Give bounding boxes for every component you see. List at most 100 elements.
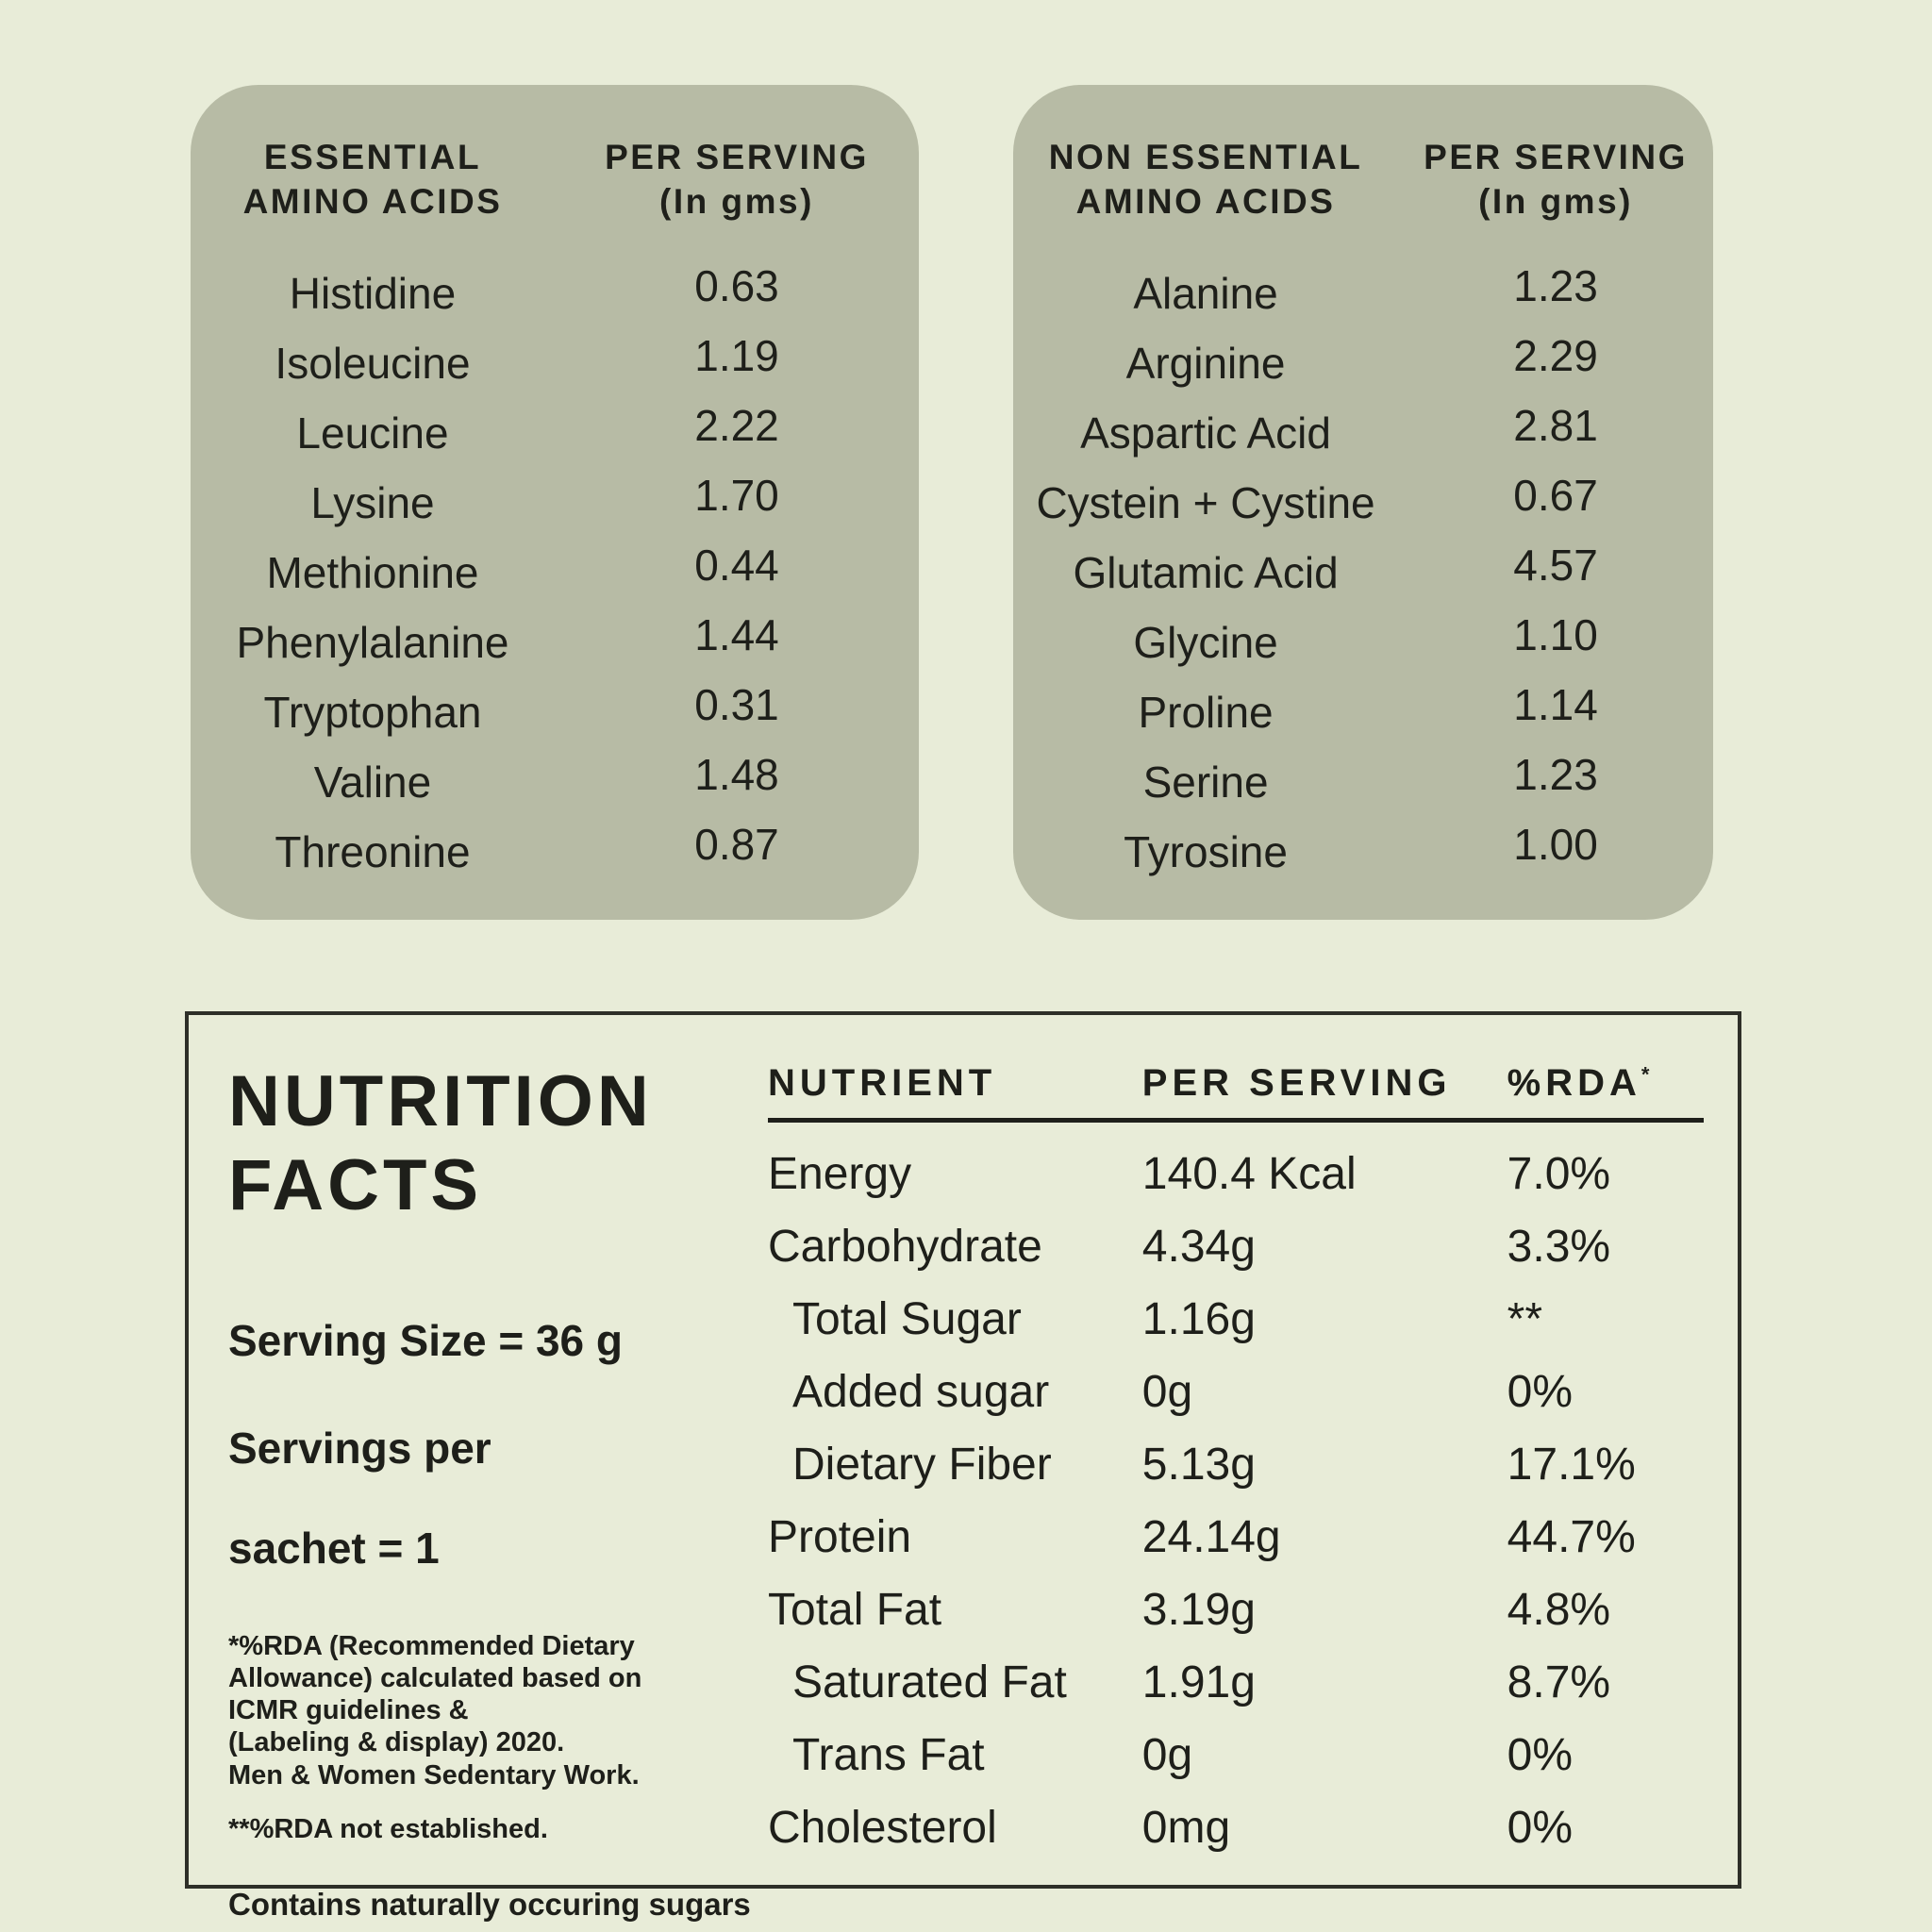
- nutrition-facts-summary: NUTRITION FACTS Serving Size = 36 g Serv…: [189, 1015, 755, 1922]
- amino-acid-row: Isoleucine 1.19: [191, 328, 919, 398]
- nutrient-name: Energy: [768, 1149, 912, 1199]
- nutrient-row: Saturated Fat 1.91g 8.7%: [768, 1646, 1704, 1719]
- nutrient-amount: 1.91g: [1141, 1657, 1256, 1707]
- amino-acid-value: 1.10: [1513, 609, 1598, 659]
- non-essential-panel-title: NON ESSENTIAL AMINO ACIDS: [1013, 136, 1398, 225]
- title-line: NUTRITION: [228, 1061, 653, 1141]
- per-serving-line: PER SERVING: [605, 138, 869, 176]
- col-header-per-serving: PER SERVING: [1141, 1062, 1452, 1104]
- amino-acid-value: 1.23: [1513, 260, 1598, 310]
- nutrient-amount: 24.14g: [1141, 1512, 1281, 1562]
- amino-acid-name: Leucine: [296, 408, 449, 458]
- servings-per-sachet-text: sachet = 1: [228, 1523, 440, 1573]
- amino-acid-name: Aspartic Acid: [1080, 408, 1331, 458]
- amino-acid-row: Alanine 1.23: [1013, 258, 1713, 328]
- amino-acid-name: Serine: [1142, 757, 1269, 807]
- nutrient-row: Total Sugar 1.16g **: [768, 1283, 1704, 1356]
- nutrient-rows: Energy 140.4 Kcal 7.0% Carbohydrate 4.34…: [768, 1138, 1704, 1864]
- amino-acid-row: Arginine 2.29: [1013, 328, 1713, 398]
- nutrient-row: Trans Fat 0g 0%: [768, 1719, 1704, 1791]
- amino-acid-name: Tryptophan: [263, 687, 482, 737]
- amino-acid-name: Proline: [1138, 687, 1274, 737]
- non-essential-panel-header: NON ESSENTIAL AMINO ACIDS PER SERVING (I…: [1013, 136, 1713, 225]
- amino-acid-row: Tryptophan 0.31: [191, 677, 919, 747]
- nutrient-amount: 3.19g: [1141, 1585, 1256, 1635]
- panel-title-line: AMINO ACIDS: [1075, 181, 1336, 221]
- amino-acid-value: 1.23: [1513, 749, 1598, 799]
- nutrient-row: Carbohydrate 4.34g 3.3%: [768, 1210, 1704, 1283]
- nutrient-amount: 0mg: [1141, 1803, 1231, 1853]
- nutrient-rda: 7.0%: [1507, 1149, 1611, 1199]
- rda-label: %RDA: [1507, 1062, 1641, 1104]
- amino-acid-name: Alanine: [1133, 268, 1278, 318]
- amino-acid-value: 0.44: [694, 540, 779, 590]
- nutrient-amount: 1.16g: [1141, 1294, 1256, 1344]
- nutrient-amount: 5.13g: [1141, 1440, 1256, 1490]
- per-serving-heading: PER SERVING (In gms): [1398, 136, 1713, 225]
- amino-acid-row: Glycine 1.10: [1013, 608, 1713, 677]
- nutrient-rda: 4.8%: [1507, 1585, 1611, 1635]
- amino-acid-value: 2.22: [694, 400, 779, 450]
- nutrient-name: Saturated Fat: [792, 1657, 1067, 1707]
- nutrient-table-header: NUTRIENT PER SERVING %RDA*: [768, 1062, 1704, 1105]
- amino-acid-row: Lysine 1.70: [191, 468, 919, 538]
- essential-amino-acids-panel: ESSENTIAL AMINO ACIDS PER SERVING (In gm…: [191, 85, 919, 920]
- amino-acid-row: Aspartic Acid 2.81: [1013, 398, 1713, 468]
- amino-acid-name: Lysine: [310, 477, 435, 527]
- nutrient-rda: 0%: [1507, 1803, 1574, 1853]
- nutrient-row: Dietary Fiber 5.13g 17.1%: [768, 1428, 1704, 1501]
- nutrient-amount: 4.34g: [1141, 1222, 1256, 1272]
- amino-acid-value: 2.29: [1513, 330, 1598, 380]
- per-serving-unit-line: (In gms): [659, 181, 814, 221]
- amino-acid-value: 2.81: [1513, 400, 1598, 450]
- rda-footnote-line: Allowance) calculated based on: [228, 1663, 642, 1694]
- rda-footnote-line: Men & Women Sedentary Work.: [228, 1759, 640, 1790]
- amino-acid-name: Cystein + Cystine: [1036, 477, 1375, 527]
- amino-acid-row: Threonine 0.87: [191, 817, 919, 887]
- amino-acid-row: Glutamic Acid 4.57: [1013, 538, 1713, 608]
- panel-title-line: NON ESSENTIAL: [1048, 138, 1363, 176]
- nutrient-rda: 0%: [1507, 1367, 1574, 1417]
- amino-acid-row: Tyrosine 1.00: [1013, 817, 1713, 887]
- amino-acid-name: Phenylalanine: [236, 617, 509, 667]
- nutrition-facts-title: NUTRITION FACTS: [228, 1060, 755, 1228]
- amino-acid-value: 1.44: [694, 609, 779, 659]
- amino-acid-row: Histidine 0.63: [191, 258, 919, 328]
- nutrient-name: Total Fat: [768, 1585, 942, 1635]
- col-header-rda: %RDA*: [1507, 1062, 1704, 1105]
- rda-footnote-line: ICMR guidelines &: [228, 1695, 469, 1726]
- amino-acid-row: Serine 1.23: [1013, 747, 1713, 817]
- nutrient-rda: 3.3%: [1507, 1222, 1611, 1272]
- rda-asterisk: *: [1641, 1062, 1650, 1087]
- per-serving-line: PER SERVING: [1424, 138, 1688, 176]
- amino-acid-value: 0.87: [694, 819, 779, 869]
- amino-acid-name: Threonine: [275, 826, 471, 876]
- amino-acid-name: Histidine: [289, 268, 457, 318]
- header-rule: [768, 1118, 1704, 1123]
- natural-sugars-note: Contains naturally occuring sugars: [228, 1886, 751, 1922]
- nutrient-name: Cholesterol: [768, 1803, 997, 1853]
- rda-footnote: *%RDA (Recommended Dietary Allowance) cal…: [228, 1630, 755, 1791]
- rda-footnote-line: *%RDA (Recommended Dietary: [228, 1630, 635, 1661]
- amino-acid-row: Phenylalanine 1.44: [191, 608, 919, 677]
- non-essential-amino-acids-panel: NON ESSENTIAL AMINO ACIDS PER SERVING (I…: [1013, 85, 1713, 920]
- amino-acid-name: Arginine: [1125, 338, 1286, 388]
- per-serving-unit-line: (In gms): [1478, 181, 1633, 221]
- nutrient-name: Protein: [768, 1512, 912, 1562]
- amino-acid-row: Valine 1.48: [191, 747, 919, 817]
- nutrient-name: Dietary Fiber: [792, 1440, 1052, 1490]
- per-serving-heading: PER SERVING (In gms): [555, 136, 919, 225]
- amino-acid-name: Methionine: [266, 547, 479, 597]
- nutrient-amount: 140.4 Kcal: [1141, 1149, 1357, 1199]
- essential-amino-list: Histidine 0.63 Isoleucine 1.19 Leucine 2…: [191, 258, 919, 887]
- amino-acid-value: 0.67: [1513, 470, 1598, 520]
- col-header-nutrient: NUTRIENT: [768, 1062, 997, 1104]
- amino-acid-value: 0.63: [694, 260, 779, 310]
- title-line: FACTS: [228, 1144, 483, 1225]
- nutrient-row: Protein 24.14g 44.7%: [768, 1501, 1704, 1574]
- nutrient-name: Total Sugar: [792, 1294, 1022, 1344]
- panel-title-line: AMINO ACIDS: [242, 181, 503, 221]
- amino-acid-value: 1.14: [1513, 679, 1598, 729]
- nutrient-rda: 0%: [1507, 1730, 1574, 1780]
- nutrient-amount: 0g: [1141, 1730, 1193, 1780]
